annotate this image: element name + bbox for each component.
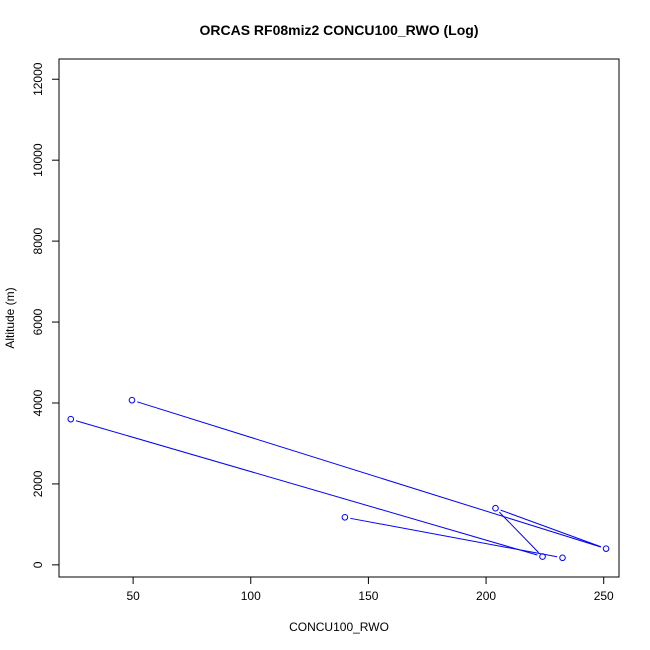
x-tick-label: 250 [594,589,614,603]
x-axis: 50 100 150 200 250 [126,577,614,603]
chart-title: ORCAS RF08miz2 CONCU100_RWO (Log) [199,22,478,38]
y-axis: 0 2000 4000 6000 8000 10000 12000 [31,62,59,568]
series-line-segment [137,401,601,548]
x-tick-label: 50 [126,589,140,603]
series-line-segment [500,509,602,548]
data-point [602,545,610,552]
y-tick-label: 6000 [31,308,45,335]
x-tick-label: 100 [241,589,261,603]
y-tick-label: 12000 [31,62,45,96]
data-point [539,553,546,560]
data-point [559,554,566,562]
y-tick-label: 0 [31,561,45,568]
data-point [128,396,136,404]
series-concu100-rwo [67,396,610,562]
y-tick-label: 4000 [31,389,45,416]
plot-area-frame [58,58,620,578]
y-tick-label: 10000 [31,143,45,177]
y-tick-label: 2000 [31,470,45,497]
y-tick-label: 8000 [31,227,45,254]
data-point [341,514,349,521]
series-line-segment [498,511,540,553]
x-axis-label: CONCU100_RWO [289,620,389,634]
x-tick-label: 200 [476,589,496,603]
x-tick-label: 150 [358,589,378,603]
series-line-segment [75,420,538,556]
data-point [492,504,499,512]
data-point [67,415,75,423]
series-line-segment [350,517,558,558]
y-axis-label: Altitude (m) [3,287,17,348]
